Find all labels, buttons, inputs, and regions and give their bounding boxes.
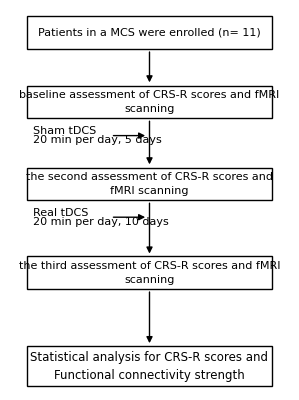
FancyBboxPatch shape: [27, 168, 272, 200]
Text: the third assessment of CRS-R scores and fMRI
scanning: the third assessment of CRS-R scores and…: [19, 261, 280, 285]
FancyBboxPatch shape: [27, 86, 272, 118]
Text: Real tDCS: Real tDCS: [33, 208, 88, 218]
Text: baseline assessment of CRS-R scores and fMRI
scanning: baseline assessment of CRS-R scores and …: [19, 90, 280, 114]
Text: Patients in a MCS were enrolled (n= 11): Patients in a MCS were enrolled (n= 11): [38, 28, 261, 38]
Text: 20 min per day, 10 days: 20 min per day, 10 days: [33, 217, 169, 226]
Text: Statistical analysis for CRS-R scores and
Functional connectivity strength: Statistical analysis for CRS-R scores an…: [30, 350, 269, 382]
Text: the second assessment of CRS-R scores and
fMRI scanning: the second assessment of CRS-R scores an…: [26, 172, 273, 196]
Text: Sham tDCS: Sham tDCS: [33, 126, 96, 136]
Text: 20 min per day, 5 days: 20 min per day, 5 days: [33, 135, 162, 145]
FancyBboxPatch shape: [27, 346, 272, 386]
FancyBboxPatch shape: [27, 256, 272, 289]
FancyBboxPatch shape: [27, 16, 272, 49]
